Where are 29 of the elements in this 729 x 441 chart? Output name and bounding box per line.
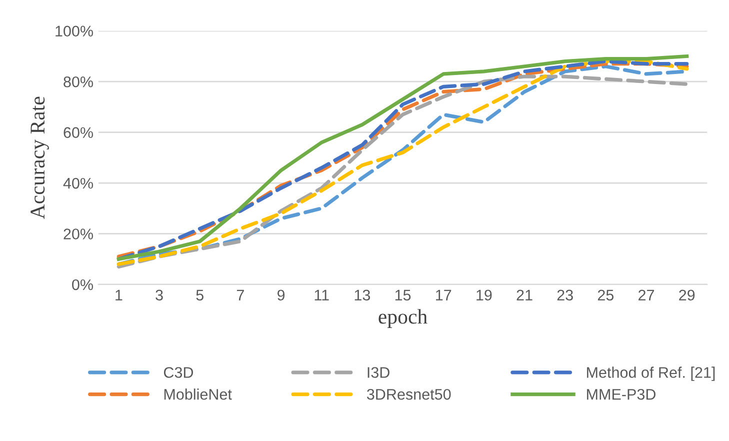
x-tick-label: 23 [557, 290, 573, 301]
x-tick-label: 11 [314, 290, 329, 300]
x-tick-label: 29 [679, 290, 695, 301]
legend-label: MME-P3D [587, 388, 656, 400]
x-tick-label: 15 [395, 290, 411, 301]
y-tick-label: 100% [56, 26, 94, 37]
x-tick-label: 7 [236, 290, 244, 300]
x-tick-label: 5 [196, 290, 204, 301]
x-axis-title: epoch [378, 309, 428, 328]
x-tick-label: 1 [116, 290, 122, 300]
y-tick-label: 20% [64, 228, 94, 240]
legend-label: MoblieNet [164, 388, 232, 400]
legend-label: C3D [164, 367, 194, 378]
x-tick-label: 13 [354, 290, 370, 301]
x-tick-label: 3 [156, 290, 163, 301]
y-tick-label: 60% [64, 127, 94, 138]
legend-label: Method of Ref. [21] [587, 366, 715, 381]
x-tick-label: 9 [278, 290, 285, 301]
y-tick-label: 40% [63, 178, 94, 189]
x-tick-label: 21 [516, 290, 532, 300]
x-tick-label: 17 [436, 290, 452, 300]
x-tick-label: 19 [476, 290, 492, 301]
x-tick-label: 27 [638, 290, 654, 300]
x-tick-label: 25 [598, 290, 614, 301]
legend-label: I3D [368, 367, 390, 378]
y-axis-title: Accuracy Rate [30, 96, 49, 220]
legend-label: 3DResnet50 [366, 388, 451, 400]
y-tick-label: 0% [72, 279, 94, 290]
y-tick-label: 80% [64, 76, 94, 88]
